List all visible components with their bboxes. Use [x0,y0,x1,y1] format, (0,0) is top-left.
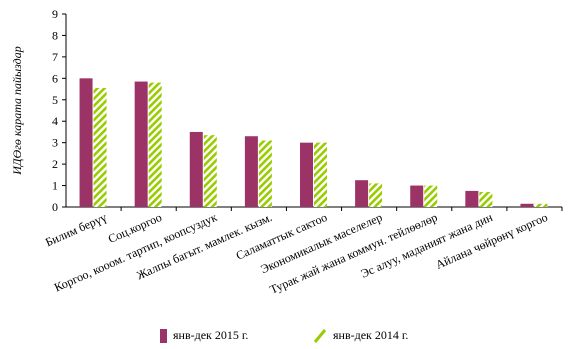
bar-2014 [93,87,107,207]
category-label: Билим берүү [43,210,109,249]
y-tick-label: 4 [52,114,58,128]
y-tick-label: 1 [52,179,58,193]
legend-item-2015: янв-дек 2015 г. [160,328,248,343]
y-tick-label: 7 [52,50,58,64]
bar-2015 [189,131,203,207]
y-tick-label: 9 [52,7,58,21]
legend-label-2014: янв-дек 2014 г. [333,328,409,342]
legend-swatch-2014 [313,328,327,343]
legend: янв-дек 2015 г. янв-дек 2014 г. [0,328,573,348]
y-tick-label: 6 [52,71,58,85]
bar-2014 [369,183,383,207]
bar-chart: 0 1 2 3 4 5 6 7 8 9 ИДӨгө карата пайыздар Билим бе… [10,7,563,297]
bar-2014 [314,142,327,207]
bar-2015 [244,136,258,207]
y-tick-label: 0 [52,200,58,214]
y-tick-label: 8 [52,28,58,42]
legend-label-2015: янв-дек 2015 г. [173,328,249,342]
legend-item-2014: янв-дек 2014 г. [313,328,408,343]
bars [79,78,548,207]
bar-2015 [520,203,534,207]
y-tick-label: 5 [52,93,58,107]
bar-2014 [148,82,162,207]
y-axis-title: ИДӨгө карата пайыздар [10,46,24,176]
bar-2015 [410,185,424,207]
bar-2014 [424,185,438,207]
bar-2015 [79,78,93,207]
bar-2015 [465,190,479,207]
bar-2014 [258,140,272,207]
bar-2015 [300,142,313,207]
bar-2014 [534,203,548,207]
bar-2014 [203,135,217,207]
bar-2015 [134,81,148,207]
y-tick-label: 3 [52,136,58,150]
y-tick-label: 2 [52,157,58,171]
legend-swatch-2015 [160,328,167,343]
bar-2015 [355,180,369,207]
bar-2014 [479,191,493,207]
